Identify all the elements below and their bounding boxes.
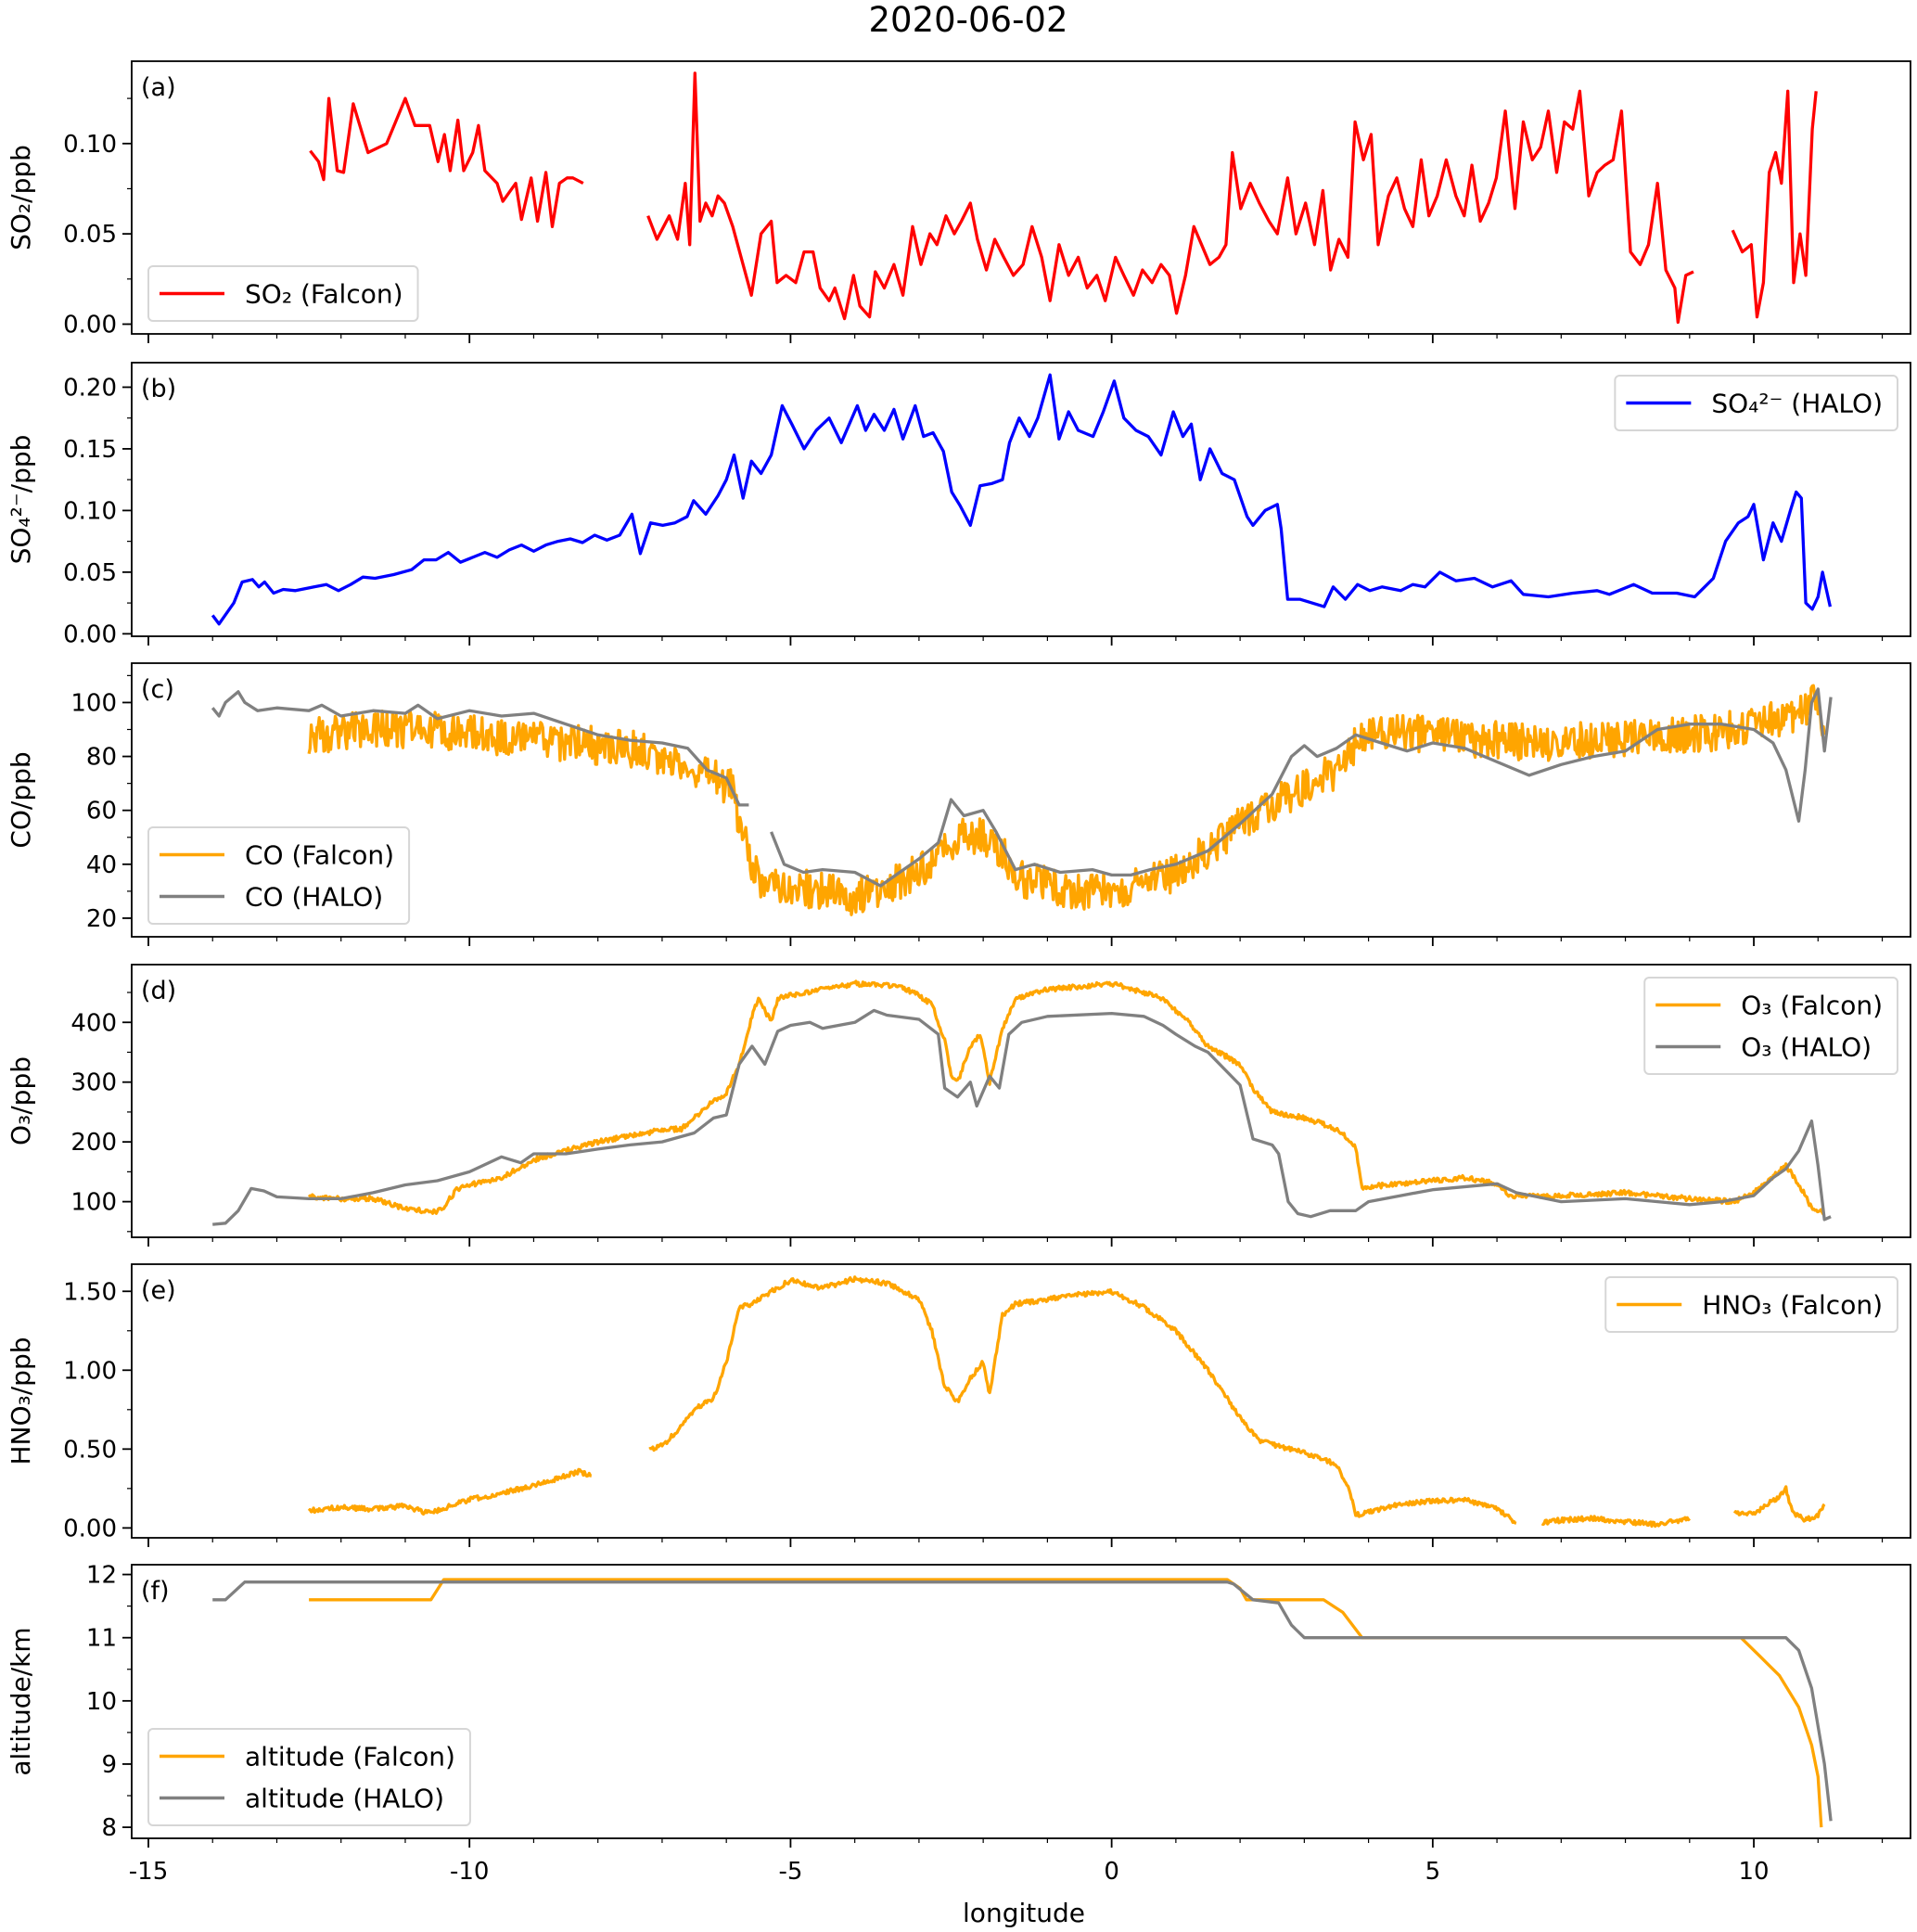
- axes-frame: [131, 662, 1911, 938]
- series-line-hno-falcon--segment-1: [648, 1275, 1517, 1525]
- x-tick-label: -10: [450, 1858, 489, 1886]
- panel-b: 0.00 0.05 0.10 0.15 0.20 SO₄²⁻/ppb (b) SO₄²⁻ (H…: [6, 362, 1911, 648]
- y-tick-label: 100: [70, 689, 117, 717]
- axes-frame: [131, 964, 1911, 1238]
- y-tick-label: 0.50: [63, 1436, 117, 1464]
- legend-box: [147, 1728, 471, 1826]
- legend: CO (Falcon) CO (HALO): [147, 826, 411, 925]
- panel-d: 100 200 300 400 O₃/ppb (d) O₃ (Falcon) O₃ (HALO…: [6, 964, 1911, 1247]
- legend-box: [1604, 1276, 1898, 1333]
- y-axis-label: HNO₃/ppb: [6, 1337, 36, 1465]
- panel-e: 0.00 0.50 1.00 1.50 HNO₃/ppb (e) HNO₃ (Falcon): [6, 1263, 1911, 1547]
- y-tick-label: 1.50: [63, 1278, 117, 1306]
- panel-tag: (d): [141, 977, 176, 1005]
- panel-tag: (b): [141, 375, 176, 403]
- y-axis-label: altitude/km: [6, 1627, 36, 1775]
- panel-f: -15 -10 -5 0 5 10 8 9 10 11 12 altitude/km (f) altitu…: [6, 1562, 1911, 1886]
- panel-tag: (e): [141, 1276, 176, 1305]
- legend-box: [1643, 977, 1898, 1075]
- series-line-so-falcon--segment-0: [309, 96, 584, 228]
- y-tick-label: 0.20: [63, 374, 117, 402]
- x-tick-label: -15: [129, 1858, 168, 1886]
- legend-label: CO (Falcon): [245, 840, 394, 871]
- series-line-so-falcon--segment-2: [1731, 89, 1818, 319]
- series-line-hno-falcon--segment-3: [1732, 1485, 1826, 1523]
- legend-label: altitude (HALO): [245, 1784, 444, 1814]
- y-tick-label: 20: [86, 905, 117, 933]
- panel-tag: (c): [141, 675, 174, 704]
- x-axis-label: longitude: [963, 1898, 1085, 1928]
- legend-box: [147, 826, 411, 925]
- y-tick-label: 100: [70, 1189, 117, 1217]
- y-tick-label: 0.05: [63, 559, 117, 587]
- legend-label: altitude (Falcon): [245, 1742, 455, 1772]
- x-tick-label: 10: [1739, 1858, 1770, 1886]
- y-tick-label: 60: [86, 798, 117, 825]
- legend-box: [1614, 375, 1898, 431]
- y-tick-label: 0.10: [63, 497, 117, 525]
- y-tick-label: 11: [86, 1625, 117, 1653]
- y-tick-label: 10: [86, 1688, 117, 1716]
- y-axis-label: SO₂/ppb: [6, 145, 36, 250]
- panel-tag: (f): [141, 1577, 170, 1606]
- y-tick-label: 0.15: [63, 436, 117, 464]
- axes-frame: [131, 60, 1911, 335]
- y-axis-label: CO/ppb: [6, 751, 36, 848]
- series-line-hno-falcon--segment-0: [307, 1467, 593, 1516]
- series-line-co-halo--segment-0: [211, 690, 749, 807]
- y-tick-label: 0.00: [63, 311, 117, 339]
- legend-label: CO (HALO): [245, 882, 383, 913]
- panel-a: 0.00 0.05 0.10 SO₂/ppb (a) SO₂ (Falcon): [6, 60, 1911, 343]
- legend-label: SO₄²⁻ (HALO): [1711, 389, 1883, 419]
- legend: HNO₃ (Falcon): [1604, 1276, 1898, 1333]
- y-tick-label: 0.00: [63, 1515, 117, 1542]
- y-tick-label: 0.10: [63, 131, 117, 159]
- x-tick-label: -5: [778, 1858, 802, 1886]
- legend: SO₂ (Falcon): [147, 265, 419, 322]
- x-tick-label: 5: [1425, 1858, 1441, 1886]
- series-line-o-halo--segment-0: [212, 1008, 1832, 1226]
- x-tick-label: 0: [1104, 1858, 1119, 1886]
- chart-title: 2020-06-02: [868, 0, 1067, 40]
- y-tick-label: 40: [86, 851, 117, 879]
- series-line-co-falcon--segment-0: [307, 684, 1826, 916]
- y-tick-label: 9: [101, 1751, 117, 1779]
- panel-tag: (a): [141, 73, 176, 102]
- series-line-co-halo--segment-1: [770, 687, 1833, 888]
- series-line-o-falcon--segment-0: [307, 979, 1826, 1216]
- y-tick-label: 400: [70, 1009, 117, 1037]
- series-line-hno-falcon--segment-2: [1540, 1515, 1692, 1529]
- axes-frame: [131, 1263, 1911, 1539]
- y-axis-label: O₃/ppb: [6, 1056, 36, 1145]
- y-tick-label: 0.00: [63, 621, 117, 648]
- y-axis-label: SO₄²⁻/ppb: [6, 435, 36, 565]
- legend-label: O₃ (Falcon): [1741, 991, 1883, 1021]
- y-tick-label: 80: [86, 744, 117, 772]
- series-line-altitude-halo--segment-0: [212, 1580, 1833, 1822]
- axes-frame: [131, 362, 1911, 637]
- legend: SO₄²⁻ (HALO): [1614, 375, 1898, 431]
- series-line-so-halo--segment-0: [211, 373, 1833, 626]
- legend-label: HNO₃ (Falcon): [1702, 1290, 1883, 1321]
- legend-label: SO₂ (Falcon): [245, 279, 403, 310]
- legend: O₃ (Falcon) O₃ (HALO): [1643, 977, 1898, 1075]
- series-line-altitude-falcon--segment-0: [309, 1578, 1823, 1828]
- y-tick-label: 300: [70, 1069, 117, 1097]
- y-tick-label: 200: [70, 1129, 117, 1157]
- legend-box: [147, 265, 419, 322]
- y-tick-label: 12: [86, 1562, 117, 1590]
- legend: altitude (Falcon) altitude (HALO): [147, 1728, 471, 1826]
- y-tick-label: 1.00: [63, 1357, 117, 1385]
- y-tick-label: 8: [101, 1814, 117, 1842]
- y-tick-label: 0.05: [63, 221, 117, 249]
- legend-label: O₃ (HALO): [1741, 1032, 1872, 1063]
- panel-c: 20 40 60 80 100 CO/ppb (c) CO (Falcon) CO (HALO): [6, 662, 1911, 946]
- series-line-so-falcon--segment-1: [646, 71, 1694, 325]
